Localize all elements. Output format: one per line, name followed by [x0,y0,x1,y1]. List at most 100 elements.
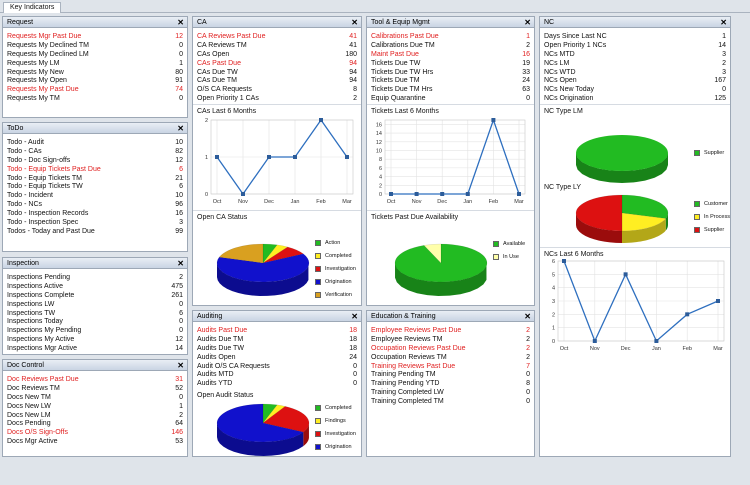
indicator-row[interactable]: Inspections Today 0 [7,318,183,327]
pie-side [303,423,309,447]
legend-swatch [315,265,321,272]
indicator-row[interactable]: Tickets Due TM Hrs 63 [371,86,530,95]
indicator-row[interactable]: Training Completed TM 0 [371,398,530,407]
indicator-row[interactable]: CAs Open 180 [197,51,357,60]
data-point [465,192,470,197]
legend-item: Completed [315,401,356,414]
panel-header: Auditing ✕ [193,311,361,322]
tab-key-indicators[interactable]: Key Indicators [3,2,62,13]
indicator-row[interactable]: Inspections LW 0 [7,301,183,310]
indicator-row[interactable]: Doc Reviews Past Due 31 [7,376,183,385]
indicator-row[interactable]: Maint Past Due 16 [371,51,530,60]
indicator-row[interactable]: Audits Past Due 18 [197,327,357,336]
indicator-row[interactable]: Requests My Declined TM 0 [7,42,183,51]
indicator-row[interactable]: Todo - Equip Tickets TW 6 [7,183,183,192]
indicator-row[interactable]: Todo - NCs 96 [7,201,183,210]
close-icon[interactable]: ✕ [177,18,184,27]
close-icon[interactable]: ✕ [524,18,531,27]
pie-side [665,213,668,231]
indicator-row[interactable]: Inspections Mgr Active 14 [7,345,183,354]
indicator-row[interactable]: Inspections My Pending 0 [7,327,183,336]
indicator-row[interactable]: NCs LM 2 [544,60,726,69]
indicator-row[interactable]: CAs Past Due 94 [197,60,357,69]
indicator-row[interactable]: Equip Quarantine 0 [371,95,530,104]
indicator-row[interactable]: Requests My Declined LM 0 [7,51,183,60]
indicator-row[interactable]: Audits YTD 0 [197,380,357,389]
indicator-row[interactable]: Requests Mgr Past Due 12 [7,33,183,42]
indicator-row[interactable]: Calibrations Past Due 1 [371,33,530,42]
indicator-row[interactable]: Tickets Due TW Hrs 33 [371,69,530,78]
indicator-label: Inspections Complete [7,291,75,299]
indicator-row[interactable]: NCs New Today 0 [544,86,726,95]
indicator-value: 94 [349,77,357,85]
indicator-row[interactable]: Todo - CAs 82 [7,148,183,157]
indicator-row[interactable]: Docs O/S Sign-Offs 146 [7,429,183,438]
close-icon[interactable]: ✕ [351,18,358,27]
x-tick-label: Jan [463,199,472,205]
indicator-row[interactable]: Inspections Pending 2 [7,274,183,283]
indicator-row[interactable]: Audits Due TM 18 [197,336,357,345]
indicator-row[interactable]: Requests My New 80 [7,69,183,78]
indicator-row[interactable]: Docs Pending 64 [7,420,183,429]
close-icon[interactable]: ✕ [524,312,531,321]
indicator-row[interactable]: CAs Due TW 94 [197,69,357,78]
close-icon[interactable]: ✕ [177,124,184,133]
close-icon[interactable]: ✕ [720,18,727,27]
indicator-row[interactable]: Todo - Audit 10 [7,139,183,148]
indicator-row[interactable]: NCs WTD 3 [544,69,726,78]
indicator-row[interactable]: O/S CA Requests 8 [197,86,357,95]
indicator-row[interactable]: Audit O/S CA Requests 0 [197,363,357,372]
indicator-row[interactable]: NCs Open 167 [544,77,726,86]
indicator-row[interactable]: Audits MTD 0 [197,371,357,380]
indicator-row[interactable]: Tickets Due TM 24 [371,77,530,86]
indicator-row[interactable]: Occupation Reviews Past Due 2 [371,345,530,354]
indicator-row[interactable]: Days Since Last NC 1 [544,33,726,42]
y-tick-label: 4 [379,175,382,181]
indicator-row[interactable]: Inspections Active 475 [7,283,183,292]
indicator-row[interactable]: Inspections Complete 261 [7,292,183,301]
indicator-row[interactable]: Docs Mgr Active 53 [7,438,183,447]
indicator-row[interactable]: Audits Open 24 [197,354,357,363]
indicator-row[interactable]: Docs New LM 2 [7,412,183,421]
indicator-row[interactable]: Audits Due TW 18 [197,345,357,354]
indicator-row[interactable]: Training Pending TM 0 [371,371,530,380]
indicator-row[interactable]: Todo - Equip Tickets TM 21 [7,175,183,184]
indicator-row[interactable]: Docs New TM 0 [7,394,183,403]
indicator-row[interactable]: Occupation Reviews TM 2 [371,354,530,363]
indicator-row[interactable]: Doc Reviews TM 52 [7,385,183,394]
indicator-row[interactable]: NCs MTD 3 [544,51,726,60]
indicator-row[interactable]: Inspections TW 6 [7,310,183,319]
indicator-row[interactable]: Training Pending YTD 8 [371,380,530,389]
indicator-row[interactable]: NCs Origination 125 [544,95,726,104]
indicator-row[interactable]: Todos - Today and Past Due 99 [7,228,183,237]
indicator-row[interactable]: CA Reviews TM 41 [197,42,357,51]
indicator-row[interactable]: CA Reviews Past Due 41 [197,33,357,42]
indicator-value: 2 [526,41,530,49]
indicator-row[interactable]: Training Completed LW 0 [371,389,530,398]
close-icon[interactable]: ✕ [351,312,358,321]
indicator-row[interactable]: Training Reviews Past Due 7 [371,363,530,372]
indicator-row[interactable]: Requests My Past Due 74 [7,86,183,95]
indicator-row[interactable]: Requests My LM 1 [7,60,183,69]
indicator-row[interactable]: Employee Reviews Past Due 2 [371,327,530,336]
indicator-row[interactable]: Employee Reviews TM 2 [371,336,530,345]
close-icon[interactable]: ✕ [177,361,184,370]
close-icon[interactable]: ✕ [177,259,184,268]
indicator-row[interactable]: Inspections My Active 12 [7,336,183,345]
indicator-row[interactable]: Calibrations Due TM 2 [371,42,530,51]
indicator-value: 0 [179,300,183,308]
indicator-row[interactable]: Todo - Incident 10 [7,192,183,201]
indicator-row[interactable]: Todo - Inspection Records 16 [7,210,183,219]
indicator-row[interactable]: Requests My TM 0 [7,95,183,104]
indicator-row[interactable]: Tickets Due TW 19 [371,60,530,69]
indicator-row[interactable]: Open Priority 1 CAs 2 [197,95,357,104]
indicator-row[interactable]: CAs Due TM 94 [197,77,357,86]
indicator-row[interactable]: Docs New LW 1 [7,403,183,412]
indicator-row[interactable]: Todo - Doc Sign-offs 12 [7,157,183,166]
indicator-row[interactable]: Requests My Open 91 [7,77,183,86]
indicator-value: 0 [526,95,530,103]
data-point [319,118,323,123]
indicator-row[interactable]: Open Priority 1 NCs 14 [544,42,726,51]
indicator-row[interactable]: Todo - Inspection Spec 3 [7,219,183,228]
indicator-row[interactable]: Todo - Equip Tickets Past Due 6 [7,166,183,175]
